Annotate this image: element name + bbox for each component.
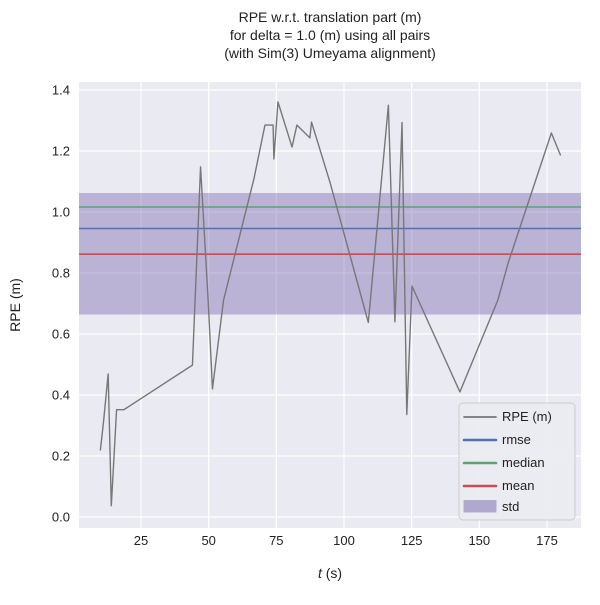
svg-text:t (s): t (s) (318, 565, 342, 581)
svg-text:175: 175 (536, 533, 558, 548)
svg-text:1.4: 1.4 (52, 83, 70, 98)
svg-text:50: 50 (201, 533, 215, 548)
svg-text:mean: mean (502, 478, 535, 493)
svg-text:rmse: rmse (502, 432, 531, 447)
svg-text:RPE w.r.t. translation part (m: RPE w.r.t. translation part (m) (239, 9, 422, 25)
svg-text:0.2: 0.2 (52, 449, 70, 464)
svg-text:0.4: 0.4 (52, 388, 70, 403)
svg-text:25: 25 (134, 533, 148, 548)
svg-text:RPE (m): RPE (m) (7, 278, 23, 332)
svg-text:125: 125 (401, 533, 423, 548)
svg-text:1.0: 1.0 (52, 205, 70, 220)
svg-text:1.2: 1.2 (52, 144, 70, 159)
svg-text:median: median (502, 455, 545, 470)
svg-text:(with Sim(3) Umeyama alignment: (with Sim(3) Umeyama alignment) (224, 45, 436, 61)
svg-text:0.0: 0.0 (52, 510, 70, 525)
svg-text:0.6: 0.6 (52, 327, 70, 342)
svg-text:for delta = 1.0 (m) using all: for delta = 1.0 (m) using all pairs (230, 27, 430, 43)
svg-text:100: 100 (333, 533, 355, 548)
svg-text:RPE (m): RPE (m) (502, 409, 552, 424)
svg-text:0.8: 0.8 (52, 266, 70, 281)
svg-text:150: 150 (468, 533, 490, 548)
svg-text:std: std (502, 499, 519, 514)
svg-text:75: 75 (269, 533, 283, 548)
